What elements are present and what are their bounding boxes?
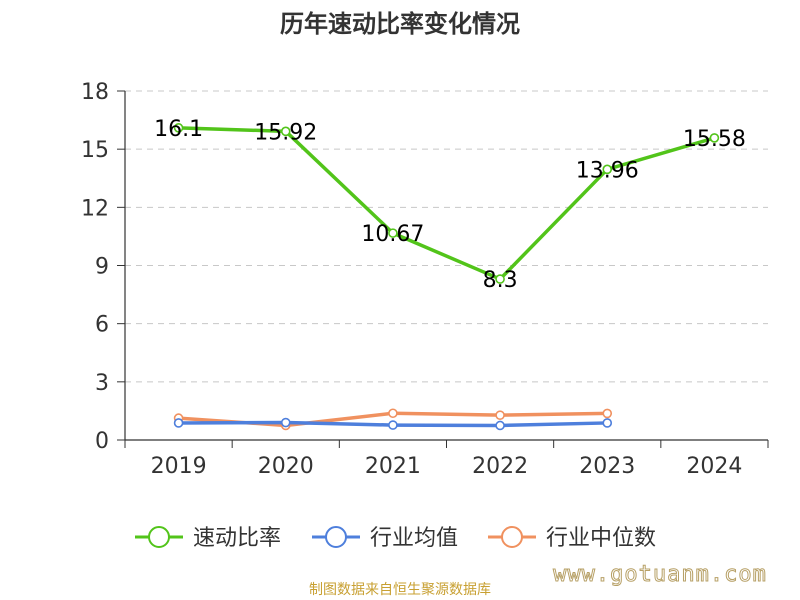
x-tick-label: 2020 — [258, 454, 314, 479]
legend-label: 速动比率 — [193, 526, 281, 551]
data-label: 10.67 — [361, 222, 424, 247]
legend-label: 行业中位数 — [546, 526, 656, 551]
legend-item[interactable]: 行业均值 — [312, 526, 458, 551]
data-point — [602, 418, 613, 428]
data-point — [602, 164, 613, 175]
data-point — [602, 408, 613, 419]
data-label: 16.1 — [154, 117, 203, 142]
y-tick-label: 0 — [95, 429, 109, 454]
data-point — [388, 420, 398, 430]
source-note: 制图数据来自恒生聚源数据库 — [309, 582, 491, 598]
legend-marker-icon — [148, 526, 170, 548]
y-tick-label: 18 — [81, 80, 109, 105]
data-labels: 16.1 15.92 10.67 8.3 13.96 15.58 — [154, 117, 746, 293]
legend-label: 行业均值 — [370, 526, 458, 551]
grid-lines — [125, 90, 768, 383]
legend-marker-icon — [325, 526, 347, 548]
axes: 0 3 6 9 12 15 18 2019 2020 2021 2022 2023 2024 — [81, 80, 769, 479]
x-tick-label: 2021 — [365, 454, 421, 479]
legend[interactable]: 速动比率 行业均值 行业中位数 — [135, 526, 656, 551]
legend-item[interactable]: 速动比率 — [135, 526, 281, 551]
series-line-quick-ratio — [178, 126, 715, 281]
watermark: www.gotuanm.com — [553, 562, 767, 587]
x-tick-label: 2019 — [151, 454, 207, 479]
data-point — [280, 417, 291, 428]
y-tick-label: 9 — [95, 255, 109, 280]
series-layer — [173, 123, 720, 431]
data-label: 8.3 — [483, 268, 518, 293]
y-tick-label: 3 — [95, 371, 109, 396]
y-tick-label: 12 — [81, 196, 109, 221]
data-point — [173, 123, 184, 133]
data-point — [388, 228, 398, 238]
data-label: 15.58 — [683, 127, 746, 152]
data-point — [495, 274, 505, 284]
x-tick-label: 2022 — [472, 454, 528, 479]
x-tick-label: 2024 — [686, 454, 742, 479]
data-point — [173, 418, 184, 428]
data-point — [495, 410, 505, 420]
y-tick-label: 15 — [81, 138, 109, 163]
chart-title: 历年速动比率变化情况 — [280, 10, 520, 38]
data-point — [280, 126, 291, 137]
data-label: 15.92 — [254, 120, 317, 145]
data-point — [495, 420, 505, 431]
data-point — [388, 408, 398, 419]
x-tick-label: 2023 — [579, 454, 635, 479]
legend-marker-icon — [501, 526, 523, 548]
legend-item[interactable]: 行业中位数 — [488, 526, 656, 551]
y-tick-label: 6 — [95, 313, 109, 338]
data-label: 13.96 — [576, 158, 639, 183]
data-point — [709, 133, 720, 143]
